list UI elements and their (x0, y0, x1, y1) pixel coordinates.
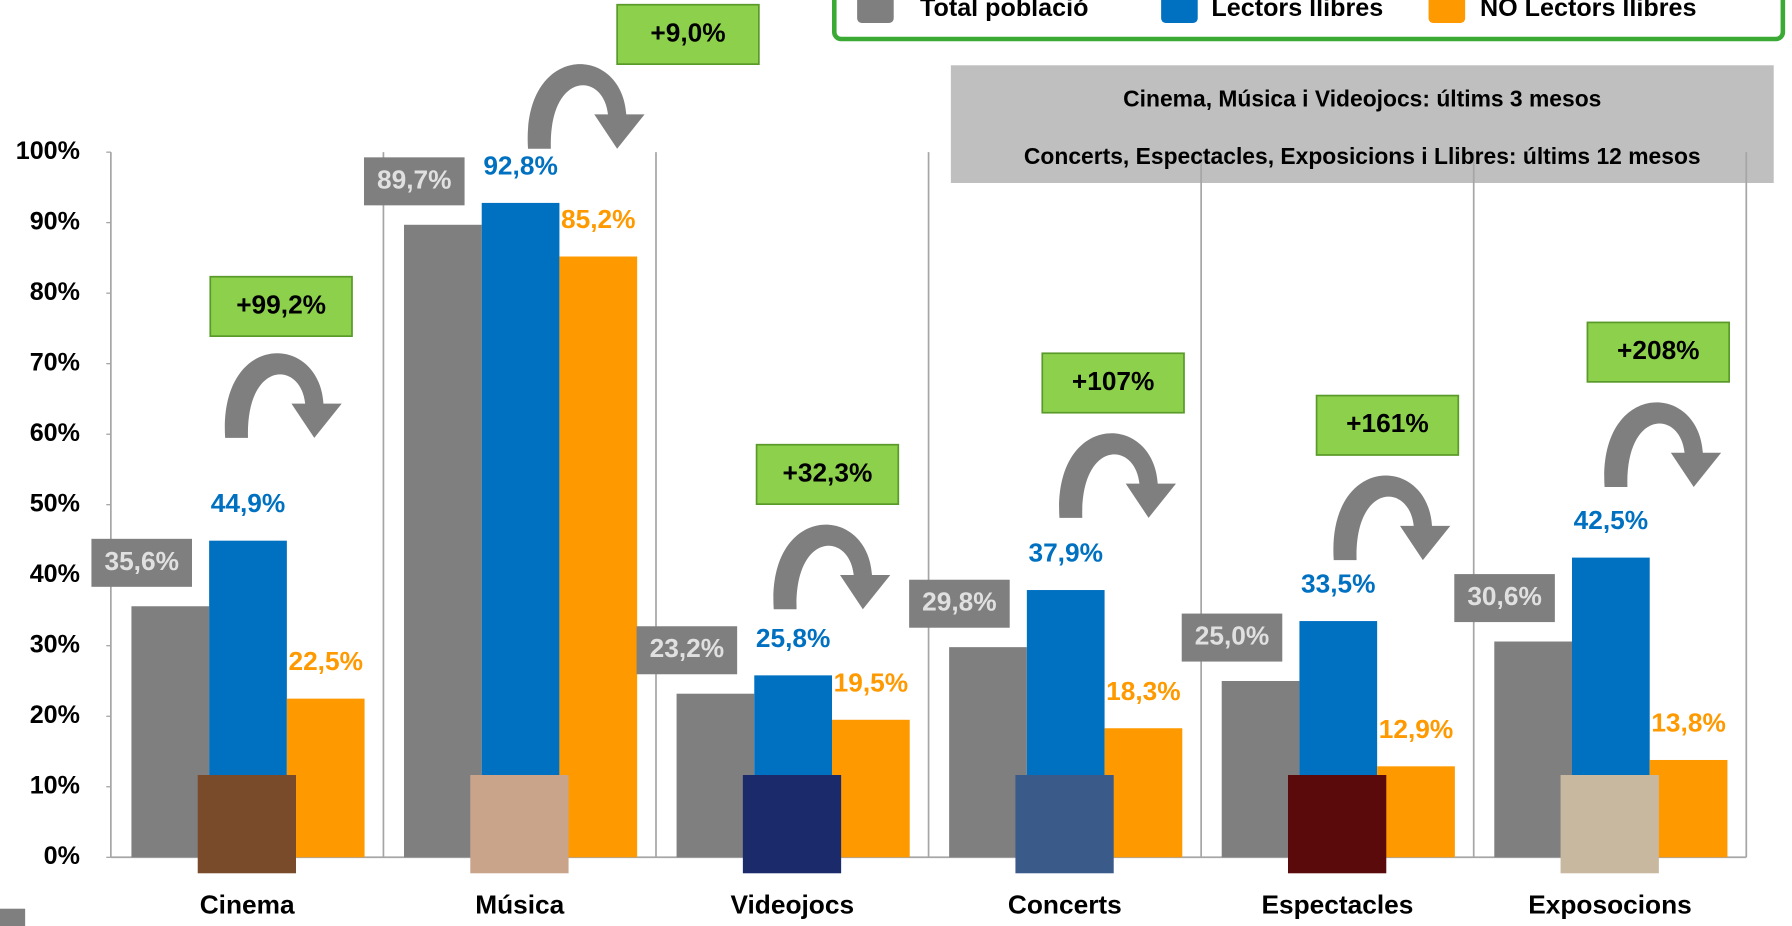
value-label: 89,7% (377, 164, 451, 194)
x-tick-label: Videojocs (730, 889, 854, 919)
category-image (742, 775, 842, 874)
value-label: 37,9% (1028, 538, 1102, 568)
bar (404, 224, 482, 858)
y-tick-label: 20% (30, 701, 80, 729)
y-tick-label: 50% (30, 489, 80, 517)
legend-swatch (1161, 0, 1198, 23)
page-badge (0, 908, 26, 926)
y-tick-label: 40% (30, 560, 80, 588)
value-label: 18,3% (1106, 676, 1180, 706)
value-label: 25,8% (756, 623, 830, 653)
value-label: 23,2% (650, 633, 724, 663)
legend-label: Lectors llibres (1211, 0, 1383, 22)
annotation-box (1315, 394, 1460, 456)
arrow (224, 353, 342, 438)
value-label: 92,8% (483, 150, 557, 180)
value-label: 12,9% (1379, 714, 1453, 744)
value-label-box (1454, 574, 1555, 623)
bar (481, 202, 560, 858)
annotation-box (209, 275, 353, 337)
bar (559, 256, 638, 858)
arrow (1604, 402, 1722, 487)
annotation-box (1041, 352, 1185, 414)
value-label: 42,5% (1574, 505, 1648, 535)
category-image (470, 775, 569, 874)
y-tick-label: 90% (30, 207, 80, 235)
arrow (527, 64, 645, 149)
value-label-box (909, 579, 1010, 628)
category-image (197, 775, 296, 874)
bar (131, 606, 210, 858)
value-label: 19,5% (834, 667, 908, 697)
annotation: +107% (1072, 366, 1155, 396)
note-box (950, 65, 1774, 183)
arrow (1059, 433, 1176, 518)
bar (1221, 681, 1300, 858)
annotation: +208% (1617, 335, 1700, 365)
value-label-box (364, 157, 465, 206)
value-label: 22,5% (288, 646, 362, 676)
legend-swatch (857, 0, 894, 23)
y-tick-label: 100% (16, 137, 80, 165)
value-label: 35,6% (104, 546, 178, 576)
arrow (773, 524, 891, 610)
legend-label: NO Lectors llibres (1480, 0, 1696, 22)
x-tick-label: Cinema (200, 889, 295, 919)
legend-swatch (1428, 0, 1466, 23)
y-tick-label: 10% (30, 771, 80, 799)
value-label-box (636, 626, 738, 675)
annotation-box (616, 3, 760, 65)
x-tick-label: Concerts (1008, 889, 1122, 919)
value-label: 30,6% (1467, 581, 1541, 611)
bar (1649, 759, 1728, 858)
value-label: 33,5% (1301, 569, 1375, 599)
x-tick-label: Exposocions (1528, 889, 1691, 919)
category-image (1560, 775, 1659, 874)
value-label: 29,8% (922, 587, 996, 617)
x-tick-label: Espectacles (1261, 889, 1413, 919)
annotation-box (755, 443, 900, 505)
note: Cinema, Música i Videojocs: últims 3 mes… (1123, 86, 1601, 112)
y-tick-label: 30% (30, 630, 80, 658)
bar (1494, 641, 1572, 858)
y-tick-label: 0% (44, 842, 80, 870)
value-label: 44,9% (211, 488, 285, 518)
annotation: +99,2% (236, 289, 326, 319)
value-label: 85,2% (561, 204, 635, 234)
y-tick-label: 60% (30, 419, 80, 447)
bar (1104, 728, 1183, 858)
bar (286, 698, 365, 858)
annotation: +9,0% (650, 17, 725, 47)
value-label-box (91, 538, 192, 587)
value-label-box (1181, 613, 1283, 662)
category-image (1015, 775, 1114, 874)
value-label: 13,8% (1651, 707, 1725, 737)
bar (676, 693, 755, 858)
bar (832, 719, 910, 858)
legend-box (832, 0, 1786, 42)
x-tick-label: Música (475, 889, 564, 919)
arrow (1333, 475, 1451, 561)
y-tick-label: 80% (30, 278, 80, 306)
note: Concerts, Espectacles, Exposicions i Lli… (1024, 143, 1701, 169)
annotation-box (1586, 321, 1730, 383)
legend-label: Total població (920, 0, 1088, 22)
annotation: +161% (1346, 408, 1429, 438)
bar (1377, 766, 1455, 858)
value-label: 25,0% (1195, 621, 1269, 651)
y-tick-label: 70% (30, 348, 80, 376)
bar (949, 647, 1027, 858)
category-image (1288, 775, 1387, 874)
annotation: +32,3% (783, 457, 873, 487)
